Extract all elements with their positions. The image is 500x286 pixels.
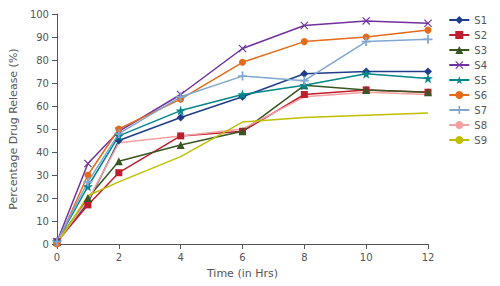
svg-text:Percentage Drug Release (%): Percentage Drug Release (%)	[7, 48, 20, 209]
svg-text:40: 40	[36, 147, 49, 158]
svg-text:S8: S8	[474, 120, 487, 131]
svg-text:2: 2	[116, 252, 122, 263]
svg-text:S6: S6	[474, 90, 487, 101]
svg-text:12: 12	[422, 252, 435, 263]
svg-text:0: 0	[43, 239, 49, 250]
svg-text:0: 0	[54, 252, 60, 263]
svg-text:60: 60	[36, 101, 49, 112]
svg-text:S3: S3	[474, 45, 487, 56]
svg-text:10: 10	[360, 252, 373, 263]
svg-text:Time (in Hrs): Time (in Hrs)	[206, 267, 278, 280]
svg-text:30: 30	[36, 170, 49, 181]
svg-text:S5: S5	[474, 75, 487, 86]
svg-text:50: 50	[36, 124, 49, 135]
svg-text:90: 90	[36, 32, 49, 43]
svg-text:10: 10	[36, 216, 49, 227]
svg-text:4: 4	[177, 252, 183, 263]
svg-text:70: 70	[36, 78, 49, 89]
svg-text:8: 8	[301, 252, 307, 263]
svg-text:6: 6	[239, 252, 245, 263]
svg-text:S7: S7	[474, 105, 487, 116]
svg-text:S1: S1	[474, 15, 487, 26]
svg-text:S2: S2	[474, 30, 487, 41]
svg-text:80: 80	[36, 55, 49, 66]
svg-text:S9: S9	[474, 135, 487, 146]
svg-text:20: 20	[36, 193, 49, 204]
svg-text:100: 100	[30, 9, 49, 20]
svg-text:S4: S4	[474, 60, 487, 71]
